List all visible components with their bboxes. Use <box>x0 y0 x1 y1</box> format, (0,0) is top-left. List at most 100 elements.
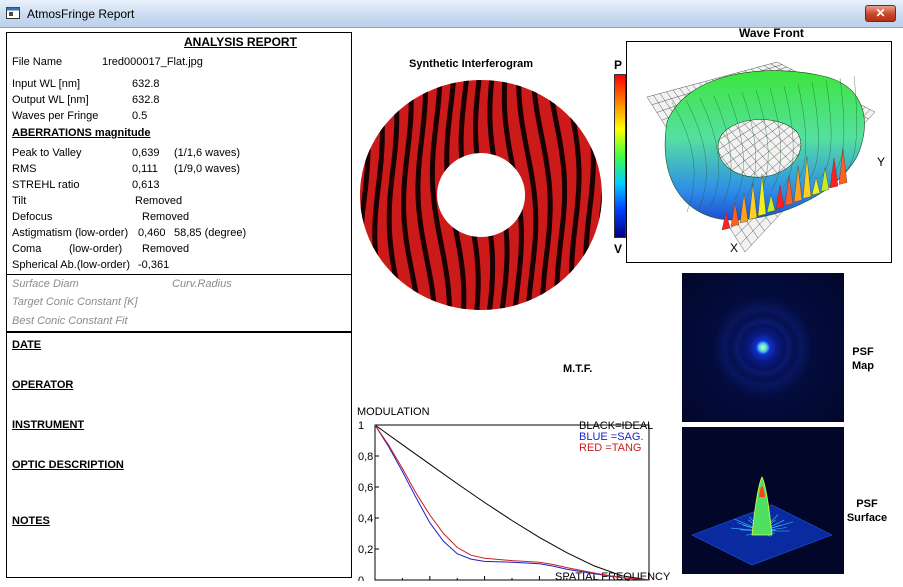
instrument-label: INSTRUMENT <box>12 419 85 431</box>
strehl-label: STREHL ratio <box>12 179 80 191</box>
curv-radius-label: Curv.Radius <box>172 278 232 290</box>
operator-label: OPERATOR <box>12 379 74 391</box>
psf-surface-plot <box>691 476 833 566</box>
fringe-band <box>386 80 405 310</box>
y-tick-label: 0,2 <box>358 544 373 556</box>
report-divider <box>7 274 351 275</box>
color-scale-bar <box>614 74 626 238</box>
fringe-band <box>415 80 437 310</box>
y-axis-label: MODULATION <box>357 406 430 418</box>
y-tick-label: 1 <box>358 420 364 432</box>
fringe-band <box>516 80 539 310</box>
wavefront-edge-spike <box>766 194 776 213</box>
mtf-series-ideal <box>374 424 650 581</box>
wavefront-edge-spike <box>802 156 812 199</box>
scale-bottom-label: V <box>614 242 623 256</box>
synthetic-interferogram <box>360 80 602 310</box>
wavefront-edge-spike <box>784 175 794 206</box>
mesh-line <box>769 87 781 192</box>
mesh-line <box>685 99 707 210</box>
y-tick-label: 0,8 <box>358 451 373 463</box>
wavefront-edge-spike <box>838 148 848 185</box>
defocus-value: Removed <box>142 211 190 223</box>
psf-map-label-1: PSF <box>852 346 874 358</box>
wavefront-edge-spike <box>748 183 758 220</box>
wavefront-edge-spike <box>757 173 767 217</box>
rms-waves: (1/9,0 waves) <box>174 163 241 175</box>
report-heading: ANALYSIS REPORT <box>184 35 297 49</box>
target-conic-label: Target Conic Constant [K] <box>12 296 138 308</box>
wavefront-edge-spike <box>811 176 821 196</box>
mesh-line <box>671 101 695 213</box>
mesh-line <box>699 97 719 207</box>
mesh-line <box>806 81 819 183</box>
rms-label: RMS <box>12 163 37 175</box>
output-wl-value: 632.8 <box>132 94 160 106</box>
spherical-value: -0,361 <box>138 259 170 271</box>
psf-map-image <box>682 273 844 422</box>
rms-value: 0,111 <box>132 163 158 175</box>
notes-panel: DATE OPERATOR INSTRUMENT OPTIC DESCRIPTI… <box>6 332 352 578</box>
interferogram-title: Synthetic Interferogram <box>409 58 534 70</box>
date-label: DATE <box>12 339 42 351</box>
aberrations-heading: ABERRATIONS magnitude <box>12 127 151 139</box>
y-tick-label: 0,6 <box>358 482 373 494</box>
best-conic-label: Best Conic Constant Fit <box>12 315 128 327</box>
file-name-label: File Name <box>12 56 63 68</box>
wavefront-y-label: Y <box>877 155 886 169</box>
close-icon: ✕ <box>875 6 886 20</box>
defocus-label: Defocus <box>12 211 53 223</box>
y-tick-label: 0,4 <box>358 513 373 525</box>
wavefront-edge-spike <box>721 211 731 231</box>
legend-entry: BLACK=IDEAL <box>579 420 653 432</box>
waves-per-fringe-value: 0.5 <box>132 110 148 122</box>
astigmatism-label: Astigmatism (low-order) <box>12 227 129 239</box>
wavefront-edge-spike <box>829 157 839 189</box>
spherical-label: Spherical Ab.(low-order) <box>12 259 130 271</box>
strehl-value: 0,613 <box>132 179 160 191</box>
scale-top-label: P <box>614 58 623 72</box>
app-icon <box>6 7 20 19</box>
coma-value: Removed <box>142 243 190 255</box>
wavefront-title: Wave Front <box>739 26 804 40</box>
peak-to-valley-label: Peak to Valley <box>12 147 82 159</box>
input-wl-label: Input WL [nm] <box>12 78 81 90</box>
output-wl-label: Output WL [nm] <box>12 94 89 106</box>
psf-surface-label-1: PSF <box>856 498 878 510</box>
wavefront-edge-spike <box>730 202 740 227</box>
mtf-series-sag <box>374 424 650 581</box>
mesh-line <box>741 91 757 198</box>
fringe-band <box>429 80 452 310</box>
optic-description-label: OPTIC DESCRIPTION <box>12 459 124 471</box>
title-bar[interactable]: AtmosFringe Report ✕ <box>0 0 903 28</box>
psf-peak-top <box>759 486 765 497</box>
wavefront-edge-spike <box>820 167 830 192</box>
legend-entry: RED =TANG <box>579 442 641 454</box>
mtf-title: M.T.F. <box>563 363 593 375</box>
mesh-line <box>818 79 832 180</box>
coma-order: (low-order) <box>69 243 123 255</box>
surface-diam-label: Surface Diam <box>12 278 79 290</box>
close-button[interactable]: ✕ <box>865 5 896 22</box>
wavefront-3d-plot <box>646 61 876 253</box>
wavefront-edge-spike <box>775 184 785 210</box>
legend-entry: BLUE =SAG. <box>579 431 644 443</box>
tilt-value: Removed <box>135 195 183 207</box>
wavefront-x-label: X <box>730 241 739 255</box>
mtf-series-tang <box>374 424 650 581</box>
fringe-band <box>401 80 421 310</box>
astigmatism-value: 0,460 <box>138 227 166 239</box>
peak-to-valley-waves: (1/1,6 waves) <box>174 147 241 159</box>
wavefront-edge-spike <box>793 165 803 203</box>
wavefront-edge-spike <box>739 192 749 224</box>
analysis-report-panel: ANALYSIS REPORT File Name 1red000017_Fla… <box>6 32 352 332</box>
astigmatism-degree: 58,85 (degree) <box>174 227 247 239</box>
coma-label: Coma <box>12 243 42 255</box>
file-name-value: 1red000017_Flat.jpg <box>102 56 203 68</box>
mesh-line <box>842 75 857 174</box>
report-client-area: ANALYSIS REPORT File Name 1red000017_Fla… <box>0 26 903 587</box>
peak-to-valley-value: 0,639 <box>132 147 160 159</box>
psf-map-label-2: Map <box>852 360 874 372</box>
tilt-label: Tilt <box>12 195 27 207</box>
